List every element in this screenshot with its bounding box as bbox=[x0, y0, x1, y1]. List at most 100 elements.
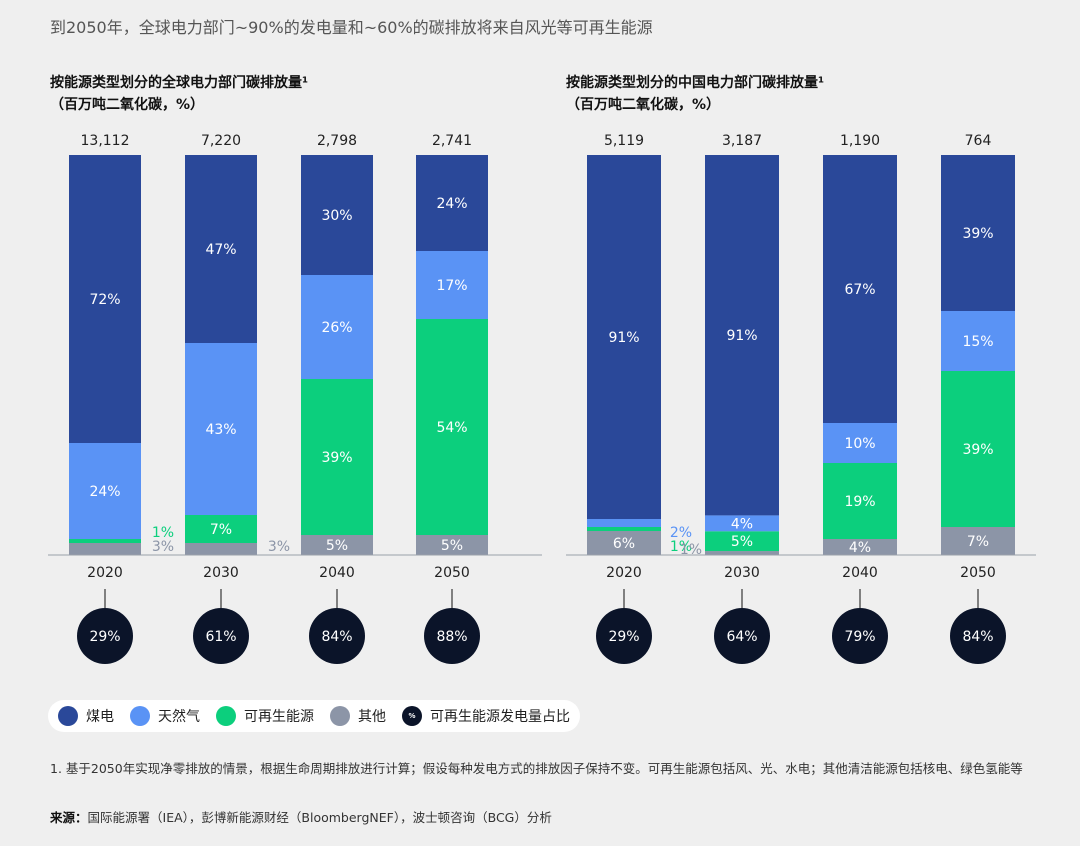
legend-item-gas: 天然气 bbox=[130, 706, 200, 726]
global-share-label-2020: 29% bbox=[89, 629, 120, 645]
global-share-circle-2020 bbox=[77, 608, 133, 664]
global-label-2040-renewable: 39% bbox=[321, 450, 352, 466]
china-bar-2020-coal bbox=[587, 155, 661, 519]
legend: 煤电 天然气 可再生能源 其他 % 可再生能源发电量占比 bbox=[48, 700, 580, 732]
global-label-2030-coal: 47% bbox=[205, 242, 236, 258]
global-chart-title: 按能源类型划分的全球电力部门碳排放量¹ （百万吨二氧化碳，%） bbox=[50, 72, 308, 116]
china-label-2050-other: 7% bbox=[967, 534, 989, 550]
china-chart-title: 按能源类型划分的中国电力部门碳排放量¹ （百万吨二氧化碳，%） bbox=[566, 72, 824, 116]
china-label-2050-coal: 39% bbox=[962, 226, 993, 242]
global-label-2050-renewable: 54% bbox=[436, 420, 467, 436]
legend-swatch-share: % bbox=[402, 706, 422, 726]
global-label-2040-coal: 30% bbox=[321, 208, 352, 224]
china-share-label-2020: 29% bbox=[608, 629, 639, 645]
legend-swatch-gas bbox=[130, 706, 150, 726]
global-bar-2050-coal bbox=[416, 155, 488, 251]
china-bar-2050-coal bbox=[941, 155, 1015, 311]
global-label-2020-gas: 24% bbox=[89, 484, 120, 500]
global-bar-2020-renewable bbox=[69, 539, 141, 543]
china-label-2030-coal: 91% bbox=[726, 328, 757, 344]
legend-item-other: 其他 bbox=[330, 706, 386, 726]
china-label-2040-coal: 67% bbox=[844, 282, 875, 298]
china-share-label-2030: 64% bbox=[726, 629, 757, 645]
china-label-2040-other: 4% bbox=[849, 540, 871, 556]
china-share-circle-2030 bbox=[714, 608, 770, 664]
china-label-2020-gas: 2% bbox=[670, 525, 692, 541]
china-label-2020-coal: 91% bbox=[608, 330, 639, 346]
global-bar-2020-coal bbox=[69, 155, 141, 443]
global-share-circle-2030 bbox=[193, 608, 249, 664]
global-bar-2020-other bbox=[69, 543, 141, 555]
china-label-2050-renewable: 39% bbox=[962, 442, 993, 458]
china-share-circle-2050 bbox=[950, 608, 1006, 664]
global-share-label-2040: 84% bbox=[321, 629, 352, 645]
legend-item-coal: 煤电 bbox=[58, 706, 114, 726]
legend-label-renewable: 可再生能源 bbox=[244, 709, 314, 725]
global-bar-2030-other bbox=[185, 543, 257, 555]
china-bar-2030-coal bbox=[705, 155, 779, 516]
china-bar-2040-gas bbox=[823, 423, 897, 463]
china-label-2020-other: 6% bbox=[613, 536, 635, 552]
global-label-2030-renewable: 7% bbox=[210, 522, 232, 538]
global-bar-2040-other bbox=[301, 535, 373, 555]
global-xtick-2020: 2020 bbox=[87, 565, 123, 581]
global-label-2030-other: 3% bbox=[268, 539, 290, 555]
legend-label-share: 可再生能源发电量占比 bbox=[430, 709, 570, 725]
china-xtick-2030: 2030 bbox=[724, 565, 760, 581]
global-bar-2040-gas bbox=[301, 275, 373, 379]
china-bar-2040-renewable bbox=[823, 463, 897, 539]
global-share-label-2030: 61% bbox=[205, 629, 236, 645]
china-bar-2020-renewable bbox=[587, 527, 661, 531]
china-chart-title-text: 按能源类型划分的中国电力部门碳排放量¹ bbox=[566, 75, 825, 91]
china-label-2020-renewable: 1% bbox=[670, 539, 692, 555]
source-note: 来源：国际能源署（IEA），彭博新能源财经（BloombergNEF），波士顿咨… bbox=[50, 807, 552, 826]
global-share-label-2050: 88% bbox=[436, 629, 467, 645]
legend-label-other: 其他 bbox=[358, 709, 386, 725]
global-label-2020-other: 3% bbox=[152, 539, 174, 555]
legend-item-share: % 可再生能源发电量占比 bbox=[402, 706, 570, 726]
china-label-2030-renewable: 5% bbox=[731, 534, 753, 550]
global-chart-title-text: 按能源类型划分的全球电力部门碳排放量¹ bbox=[50, 75, 309, 91]
china-bar-2040-coal bbox=[823, 155, 897, 423]
global-bar-2030-gas bbox=[185, 343, 257, 515]
global-xtick-2040: 2040 bbox=[319, 565, 355, 581]
china-xtick-2050: 2050 bbox=[960, 565, 996, 581]
global-share-circle-2050 bbox=[424, 608, 480, 664]
source-text: 国际能源署（IEA），彭博新能源财经（BloombergNEF），波士顿咨询（B… bbox=[87, 810, 552, 825]
legend-label-coal: 煤电 bbox=[86, 709, 114, 725]
global-chart-subtitle: （百万吨二氧化碳，%） bbox=[50, 97, 205, 113]
global-total-2050: 2,741 bbox=[432, 133, 472, 149]
global-label-2050-gas: 17% bbox=[436, 278, 467, 294]
china-bar-2050-other bbox=[941, 527, 1015, 555]
global-total-2030: 7,220 bbox=[201, 133, 241, 149]
percent-icon: % bbox=[408, 712, 416, 720]
china-share-label-2040: 79% bbox=[844, 629, 875, 645]
china-bar-2030-other bbox=[705, 551, 779, 555]
global-label-2040-gas: 26% bbox=[321, 320, 352, 336]
global-bar-2050-renewable bbox=[416, 319, 488, 535]
china-xtick-2040: 2040 bbox=[842, 565, 878, 581]
global-bar-2030-renewable bbox=[185, 515, 257, 543]
global-label-2040-other: 5% bbox=[326, 538, 348, 554]
china-label-2040-gas: 10% bbox=[844, 436, 875, 452]
legend-swatch-coal bbox=[58, 706, 78, 726]
china-bar-2050-renewable bbox=[941, 371, 1015, 527]
global-label-2050-other: 5% bbox=[441, 538, 463, 554]
china-label-2030-other: 1% bbox=[680, 542, 702, 558]
china-total-2020: 5,119 bbox=[604, 133, 644, 149]
global-share-circle-2040 bbox=[309, 608, 365, 664]
china-bar-2050-gas bbox=[941, 311, 1015, 371]
china-label-2030-gas: 4% bbox=[731, 516, 753, 532]
china-bar-2020-other bbox=[587, 531, 661, 555]
china-total-2050: 764 bbox=[965, 133, 992, 149]
legend-label-gas: 天然气 bbox=[158, 709, 200, 725]
china-bar-2030-gas bbox=[705, 515, 779, 532]
china-share-circle-2020 bbox=[596, 608, 652, 664]
china-share-label-2050: 84% bbox=[962, 629, 993, 645]
global-label-2020-renewable: 1% bbox=[152, 525, 174, 541]
global-bar-2020-gas bbox=[69, 443, 141, 539]
global-total-2020: 13,112 bbox=[81, 133, 130, 149]
global-bar-2050-other bbox=[416, 535, 488, 555]
china-bar-2030-renewable bbox=[705, 531, 779, 552]
page-title: 到2050年，全球电力部门~90%的发电量和~60%的碳排放将来自风光等可再生能… bbox=[50, 18, 653, 37]
